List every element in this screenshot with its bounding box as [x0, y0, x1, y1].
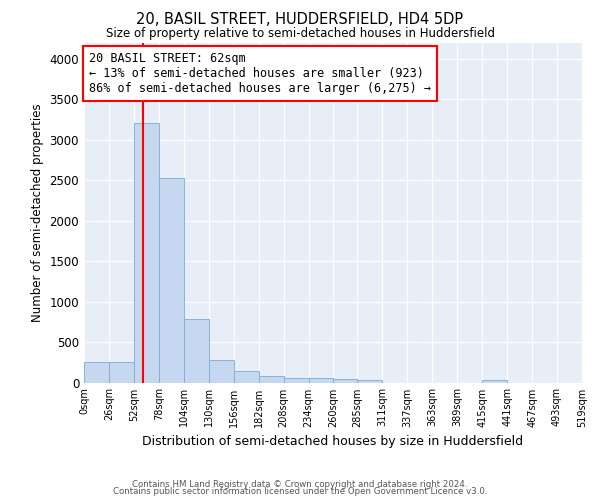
- Bar: [233, 371, 259, 382]
- Text: Size of property relative to semi-detached houses in Huddersfield: Size of property relative to semi-detach…: [106, 28, 494, 40]
- Bar: [159, 178, 184, 382]
- Bar: [284, 378, 308, 382]
- Bar: [209, 360, 233, 382]
- Bar: [109, 362, 134, 382]
- Text: Contains public sector information licensed under the Open Government Licence v3: Contains public sector information licen…: [113, 488, 487, 496]
- Y-axis label: Number of semi-detached properties: Number of semi-detached properties: [31, 103, 44, 322]
- Bar: [334, 380, 358, 382]
- Text: 20 BASIL STREET: 62sqm
← 13% of semi-detached houses are smaller (923)
86% of se: 20 BASIL STREET: 62sqm ← 13% of semi-det…: [89, 52, 431, 95]
- Bar: [134, 124, 159, 382]
- Bar: [482, 380, 507, 382]
- Text: 20, BASIL STREET, HUDDERSFIELD, HD4 5DP: 20, BASIL STREET, HUDDERSFIELD, HD4 5DP: [136, 12, 464, 28]
- Bar: [84, 362, 109, 382]
- Bar: [308, 378, 334, 382]
- Bar: [184, 318, 209, 382]
- Bar: [259, 376, 284, 382]
- Text: Contains HM Land Registry data © Crown copyright and database right 2024.: Contains HM Land Registry data © Crown c…: [132, 480, 468, 489]
- Bar: [358, 380, 382, 382]
- X-axis label: Distribution of semi-detached houses by size in Huddersfield: Distribution of semi-detached houses by …: [142, 435, 524, 448]
